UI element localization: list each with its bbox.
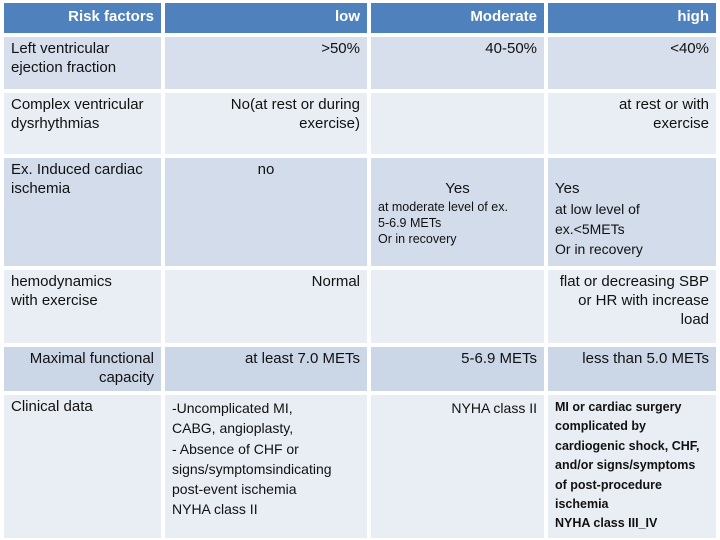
cell-clinical-moderate: NYHA class II: [371, 395, 544, 538]
header-low: low: [165, 3, 367, 33]
cell-ischemia-high: Yes at low level of ex.<5METs Or in reco…: [548, 158, 716, 266]
cell-dysrhythmias-moderate: [371, 93, 544, 154]
cell-dysrhythmias-low: No(at rest or during exercise): [165, 93, 367, 154]
header-risk-factors: Risk factors: [4, 3, 161, 33]
cell-ischemia-moderate-detail: at moderate level of ex. 5-6.9 METs Or i…: [378, 199, 508, 247]
cell-lvef-low: >50%: [165, 37, 367, 89]
cell-ischemia-high-main: Yes: [555, 179, 580, 197]
cell-ischemia-low: no: [165, 158, 367, 266]
cell-hemodynamics-moderate: [371, 270, 544, 343]
cell-lvef-moderate: 40-50%: [371, 37, 544, 89]
cell-clinical-low: -Uncomplicated MI, CABG, angioplasty, - …: [165, 395, 367, 538]
risk-stratification-table: Risk factors low Moderate high Left vent…: [4, 3, 716, 538]
cell-ischemia-moderate-main: Yes: [445, 179, 470, 197]
cell-ischemia-moderate: Yes at moderate level of ex. 5-6.9 METs …: [371, 158, 544, 266]
cell-hemodynamics-low: Normal: [165, 270, 367, 343]
cell-capacity-factor: Maximal functional capacity: [4, 347, 161, 391]
cell-ischemia-high-detail: at low level of ex.<5METs Or in recovery: [555, 200, 643, 258]
header-moderate: Moderate: [371, 3, 544, 33]
cell-clinical-high: MI or cardiac surgery complicated by car…: [548, 395, 716, 538]
cell-lvef-high: <40%: [548, 37, 716, 89]
cell-capacity-moderate: 5-6.9 METs: [371, 347, 544, 391]
cell-ischemia-factor: Ex. Induced cardiac ischemia: [4, 158, 161, 266]
cell-lvef-factor: Left ventricular ejection fraction: [4, 37, 161, 89]
header-high: high: [548, 3, 716, 33]
cell-hemodynamics-factor: hemodynamics with exercise: [4, 270, 161, 343]
cell-capacity-high: less than 5.0 METs: [548, 347, 716, 391]
cell-dysrhythmias-factor: Complex ventricular dysrhythmias: [4, 93, 161, 154]
cell-hemodynamics-high: flat or decreasing SBP or HR with increa…: [548, 270, 716, 343]
cell-dysrhythmias-high: at rest or with exercise: [548, 93, 716, 154]
cell-clinical-factor: Clinical data: [4, 395, 161, 538]
cell-capacity-low: at least 7.0 METs: [165, 347, 367, 391]
